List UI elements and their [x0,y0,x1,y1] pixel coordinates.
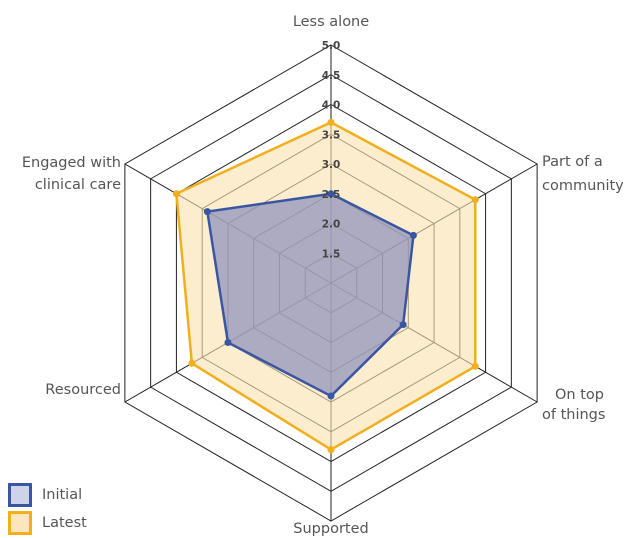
axis-label-part-of-community: Part of a community [542,154,624,194]
tick-label: 4.5 [322,70,341,82]
legend-swatch-initial [8,483,32,507]
tick-labels: 1.5 2.0 2.5 3.0 3.5 4.0 4.5 5.0 [322,40,341,260]
axis-label-on-top-of-things: On top of things [542,387,605,423]
data-point-initial [409,231,417,239]
tick-label: 2.5 [322,189,341,201]
data-point-latest [188,359,196,367]
legend-label-initial: Initial [42,487,83,503]
data-point-initial [224,339,232,346]
legend-swatch-latest [8,511,32,535]
data-point-latest [471,196,479,204]
data-point-initial [327,190,335,198]
tick-label: 3.0 [322,159,341,171]
legend-item-latest: Latest [8,510,87,536]
data-point-initial [399,321,407,329]
series-areas [175,121,477,451]
data-point-initial [203,208,211,216]
tick-label: 3.5 [322,129,341,141]
legend: Initial Latest [8,482,87,538]
axis-label-supported: Supported [293,521,368,537]
tick-label: 2.0 [322,219,341,231]
axis-label-less-alone: Less alone [293,14,369,30]
axis-label-engaged-with-clinical-care: Engaged with clinical care [22,155,121,193]
data-point-initial [327,392,335,400]
data-point-latest [172,190,180,198]
tick-label: 5.0 [322,40,341,52]
legend-item-initial: Initial [8,482,87,508]
data-point-latest [327,118,335,126]
tick-label: 1.5 [322,248,341,260]
data-point-latest [327,446,335,454]
series-points [172,118,479,454]
tick-label: 4.0 [322,100,341,112]
legend-label-latest: Latest [42,515,87,531]
axis-label-resourced: Resourced [45,382,121,398]
data-point-latest [471,362,479,370]
